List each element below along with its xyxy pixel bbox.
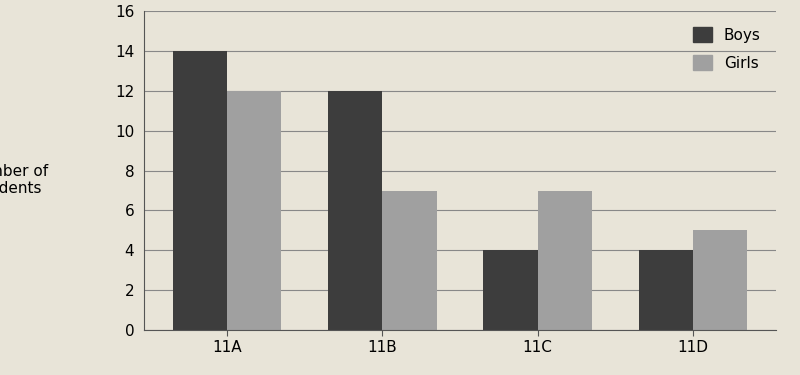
Text: Number of
students: Number of students <box>0 164 49 196</box>
Bar <box>693 230 747 330</box>
Bar <box>173 51 227 330</box>
Bar <box>227 91 282 330</box>
Bar <box>638 251 693 330</box>
Bar <box>382 190 437 330</box>
Legend: Boys, Girls: Boys, Girls <box>686 19 768 78</box>
Bar <box>483 251 538 330</box>
Bar <box>328 91 382 330</box>
Bar <box>538 190 592 330</box>
